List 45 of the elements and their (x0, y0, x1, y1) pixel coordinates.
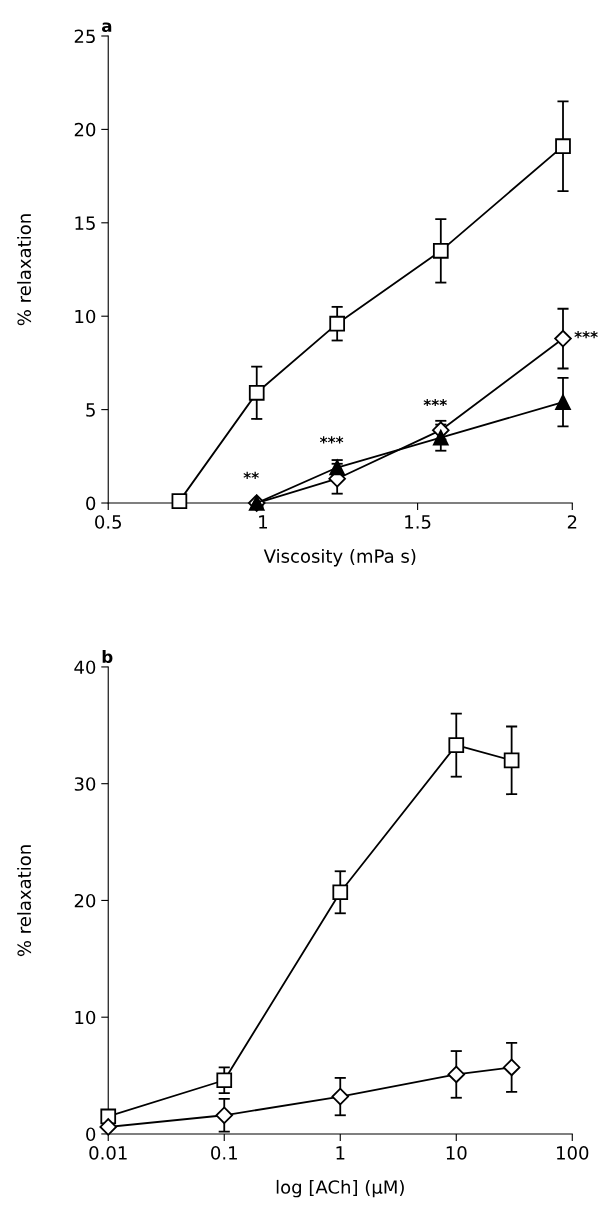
point (448, 737, 465, 754)
y-tick-label: 15 (75, 216, 95, 230)
x-axis-title: Viscosity (mPa s) (263, 548, 416, 567)
annotation: *** (319, 436, 344, 444)
point (329, 315, 346, 332)
x-tick-label: 0.5 (95, 515, 122, 529)
point (216, 1072, 233, 1089)
y-tick-label: 10 (75, 1010, 96, 1025)
chart-title: a (101, 22, 112, 33)
point (248, 384, 265, 401)
y-tick-label: 30 (74, 777, 96, 791)
annotation: ** (243, 471, 259, 479)
x-tick-label: 10 (446, 1146, 467, 1160)
y-tick-label: 25 (74, 29, 95, 44)
x-tick-label: 0.01 (89, 1146, 127, 1160)
y-tick-label: 20 (74, 893, 96, 908)
point (332, 884, 349, 901)
x-tick-label: 100 (557, 1146, 589, 1160)
x-tick-label: 1 (259, 515, 267, 529)
x-tick-label: 2 (567, 515, 577, 529)
y-tick-label: 40 (74, 660, 96, 675)
point (215, 1106, 234, 1125)
point (99, 1118, 117, 1136)
chart-title: b (102, 650, 113, 664)
y-tick-label: 20 (74, 122, 96, 137)
point (555, 394, 571, 410)
x-tick-label: 1 (336, 1146, 345, 1160)
point (555, 138, 571, 155)
y-tick-label: 5 (86, 403, 95, 417)
annotation: *** (423, 398, 447, 407)
y-tick-label: 0 (86, 1127, 96, 1142)
annotation: *** (574, 331, 598, 339)
y-tick-label: 10 (75, 309, 96, 324)
y-axis-title: % relaxation (17, 214, 32, 326)
x-axis-title: log [ACh] (μM) (276, 1179, 404, 1198)
point (432, 429, 449, 446)
point (331, 1087, 350, 1106)
point (447, 1065, 466, 1084)
x-tick-label: 0.1 (211, 1146, 237, 1160)
y-axis-title: % relaxation (17, 845, 32, 957)
point (554, 329, 572, 348)
point (432, 242, 449, 259)
y-tick-label: 0 (86, 496, 96, 511)
point (171, 493, 188, 509)
x-tick-label: 1.5 (405, 515, 431, 529)
